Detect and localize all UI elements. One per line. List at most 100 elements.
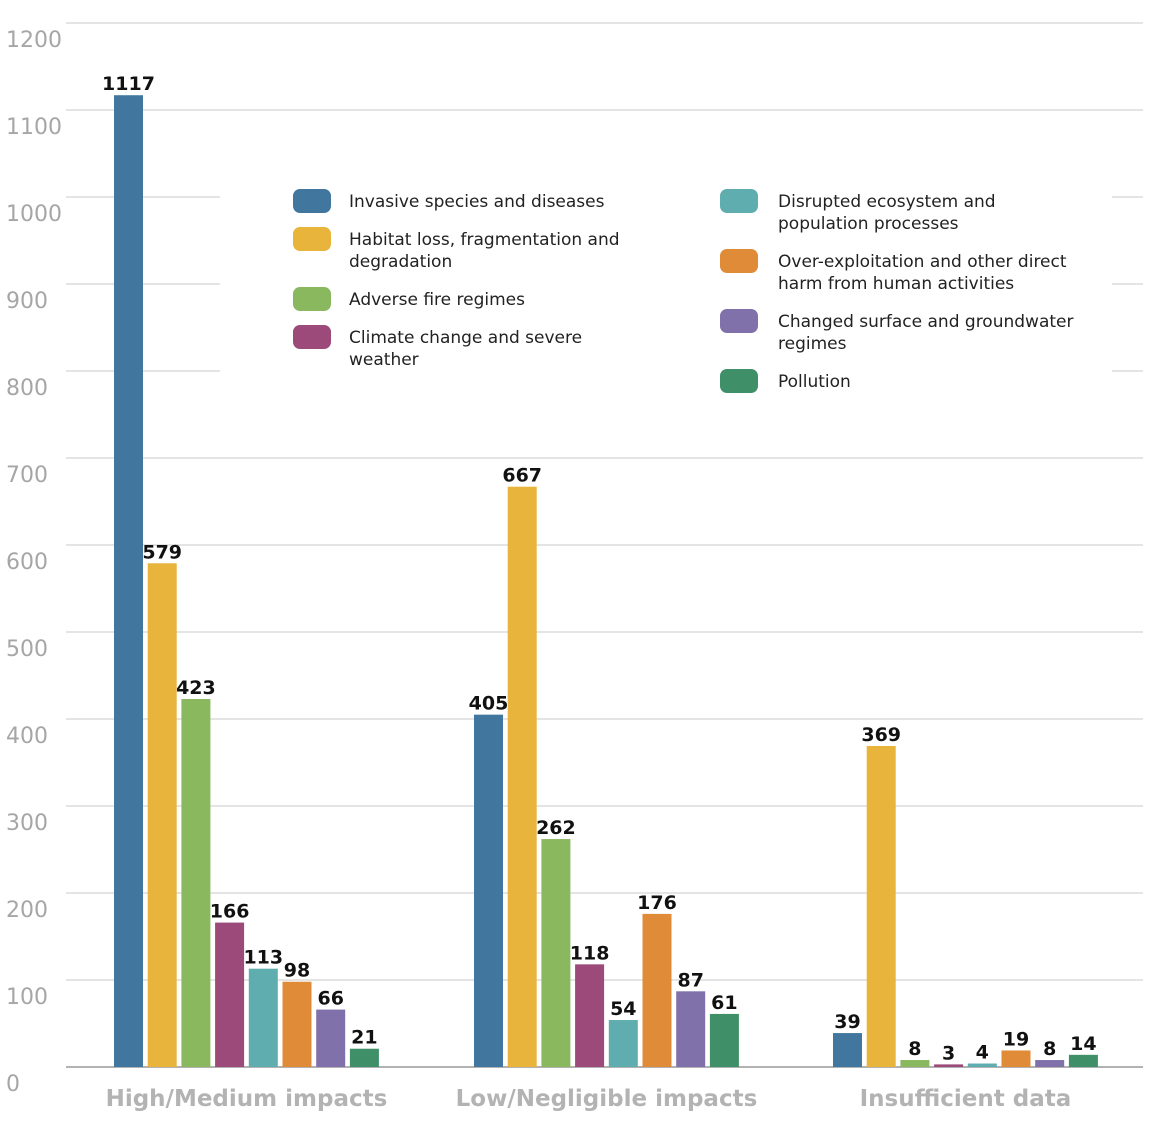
value-label: 4 (976, 1042, 989, 1064)
bar (934, 1064, 964, 1067)
value-label: 113 (243, 947, 283, 969)
y-tick-label: 200 (6, 898, 48, 923)
value-label: 3 (942, 1042, 955, 1064)
category-label: High/Medium impacts (106, 1086, 388, 1112)
legend-item: Habitat loss, fragmentation anddegradati… (293, 227, 620, 272)
y-tick-label: 700 (6, 463, 48, 488)
bar (642, 913, 672, 1067)
legend-label: Habitat loss, fragmentation and (349, 230, 620, 250)
bar (676, 991, 706, 1067)
bar (709, 1013, 739, 1067)
value-label: 369 (861, 724, 901, 746)
value-label: 667 (502, 465, 542, 487)
legend-label: Changed surface and groundwater (778, 312, 1073, 332)
value-label: 54 (610, 998, 636, 1020)
legend-label: Climate change and severe (349, 328, 582, 348)
legend-label: population processes (778, 214, 959, 234)
bar (349, 1048, 379, 1067)
value-label: 66 (317, 988, 343, 1010)
legend-label: Over-exploitation and other direct (778, 252, 1067, 272)
legend-label: weather (349, 350, 419, 370)
value-label: 21 (351, 1027, 377, 1049)
value-label: 1117 (102, 73, 155, 95)
legend-swatch (293, 325, 331, 349)
legend-background (220, 160, 1112, 395)
y-tick-label: 600 (6, 550, 48, 575)
value-label: 262 (536, 817, 576, 839)
y-tick-label: 400 (6, 724, 48, 749)
bar (248, 968, 278, 1067)
bar (900, 1060, 930, 1067)
legend-label: regimes (778, 334, 847, 354)
value-label: 14 (1070, 1033, 1096, 1055)
bar (316, 1009, 346, 1067)
legend-swatch (293, 227, 331, 251)
value-label: 118 (570, 942, 610, 964)
category-label: Low/Negligible impacts (456, 1086, 758, 1112)
legend-label: Adverse fire regimes (349, 290, 525, 310)
bar (147, 563, 177, 1067)
legend-label: Disrupted ecosystem and (778, 192, 996, 212)
bar (608, 1020, 638, 1067)
value-label: 98 (284, 960, 310, 982)
bar (215, 922, 245, 1067)
value-label: 61 (711, 992, 737, 1014)
bar (474, 714, 503, 1067)
y-tick-label: 1000 (6, 202, 62, 227)
value-label: 405 (469, 693, 509, 715)
bar (1068, 1054, 1098, 1067)
legend-swatch (293, 189, 331, 213)
legend-item: Invasive species and diseases (293, 189, 605, 213)
x-axis: High/Medium impacts Low/Negligible impact… (106, 1086, 1072, 1112)
y-tick-label: 100 (6, 985, 48, 1010)
bar (1001, 1050, 1031, 1067)
legend-swatch (293, 287, 331, 311)
y-tick-label: 300 (6, 811, 48, 836)
y-axis: 0 100 200 300 400 500 600 700 800 900 1000 1100 1200 (6, 28, 62, 1097)
category-label: Insufficient data (860, 1086, 1072, 1112)
legend-swatch (720, 249, 758, 273)
y-tick-label: 800 (6, 376, 48, 401)
legend: Invasive species and diseases Habitat los… (293, 189, 1073, 393)
y-tick-label: 1100 (6, 115, 62, 140)
legend-swatch (720, 189, 758, 213)
bar (866, 745, 896, 1067)
bars (114, 95, 1098, 1068)
value-label: 176 (637, 892, 677, 914)
bar (575, 964, 605, 1067)
y-tick-label: 500 (6, 637, 48, 662)
bar (1035, 1060, 1065, 1067)
bar (833, 1033, 862, 1067)
bar (507, 486, 537, 1068)
value-label: 87 (677, 969, 703, 991)
legend-swatch (720, 369, 758, 393)
legend-swatch (720, 309, 758, 333)
bar (114, 95, 143, 1067)
value-label: 8 (908, 1038, 921, 1060)
legend-item: Pollution (720, 369, 851, 393)
value-label: 19 (1003, 1028, 1029, 1050)
y-tick-label: 0 (6, 1072, 20, 1097)
bar (541, 839, 571, 1067)
legend-label: harm from human activities (778, 274, 1014, 294)
value-label: 8 (1043, 1038, 1056, 1060)
legend-item: Adverse fire regimes (293, 287, 525, 311)
y-tick-label: 1200 (6, 28, 62, 53)
value-label: 579 (142, 541, 182, 563)
bar (967, 1063, 997, 1067)
y-tick-label: 900 (6, 289, 48, 314)
bar (181, 698, 211, 1067)
legend-label: Invasive species and diseases (349, 192, 605, 212)
legend-label: degradation (349, 252, 452, 272)
bar (282, 981, 312, 1067)
value-label: 423 (176, 677, 216, 699)
value-label: 166 (210, 901, 250, 923)
value-label: 39 (834, 1011, 860, 1033)
legend-label: Pollution (778, 372, 851, 392)
